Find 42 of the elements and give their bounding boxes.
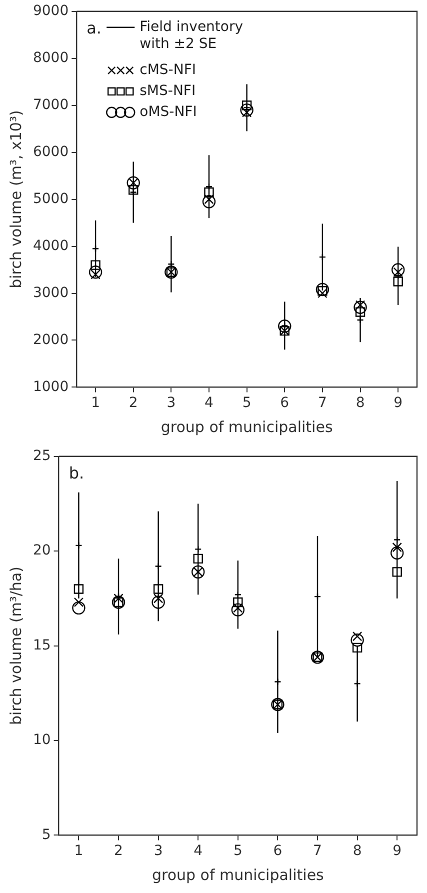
y-tick-label: 4000 <box>32 238 69 254</box>
x-tick-label: 5 <box>233 843 242 860</box>
x-tick-label: 6 <box>273 843 282 860</box>
y-tick-label: 1000 <box>32 378 69 395</box>
x-axis-title: group of municipalities <box>152 866 324 884</box>
x-tick-label: 4 <box>204 395 214 412</box>
y-axis-title: birch volume (m³/ha) <box>6 566 25 726</box>
y-tick-label: 7000 <box>32 96 69 113</box>
x-tick-label: 7 <box>318 395 327 412</box>
y-tick-label: 25 <box>32 448 51 464</box>
x-tick-label: 2 <box>128 395 138 412</box>
y-tick-label: 6000 <box>32 144 69 160</box>
y-axis-title: birch volume (m³, x10³) <box>6 110 25 288</box>
x-tick-label: 1 <box>74 843 84 860</box>
legend-label: sMS-NFI <box>140 83 196 100</box>
annotation: a. <box>86 18 102 38</box>
x-axis-title: group of municipalities <box>160 418 333 436</box>
y-tick-label: 3000 <box>32 284 69 301</box>
x-tick-label: 8 <box>352 843 362 860</box>
x-tick-label: 7 <box>313 843 322 860</box>
x-tick-label: 2 <box>114 843 123 860</box>
x-tick-label: 5 <box>242 395 252 412</box>
x-tick-label: 8 <box>356 395 365 412</box>
y-tick-label: 5000 <box>32 190 69 207</box>
y-tick-label: 15 <box>32 637 51 654</box>
x-tick-label: 4 <box>194 843 203 860</box>
annotation: b. <box>68 464 84 483</box>
y-tick-label: 9000 <box>32 3 69 20</box>
y-tick-label: 10 <box>32 732 51 748</box>
y-tick-label: 2000 <box>32 332 69 348</box>
y-tick-label: 8000 <box>32 50 69 66</box>
x-tick-label: 9 <box>392 843 402 860</box>
legend-label: oMS-NFI <box>140 104 197 120</box>
x-tick-label: 1 <box>91 395 100 412</box>
x-tick-label: 6 <box>280 395 290 412</box>
legend-label: cMS-NFI <box>140 62 196 78</box>
x-tick-label: 3 <box>166 395 176 412</box>
y-tick-label: 20 <box>32 542 51 559</box>
x-tick-label: 3 <box>154 843 163 860</box>
x-tick-label: 9 <box>394 395 403 412</box>
y-tick-label: 5 <box>42 826 51 843</box>
legend-label: Field inventory with ±2 SE <box>140 19 244 52</box>
